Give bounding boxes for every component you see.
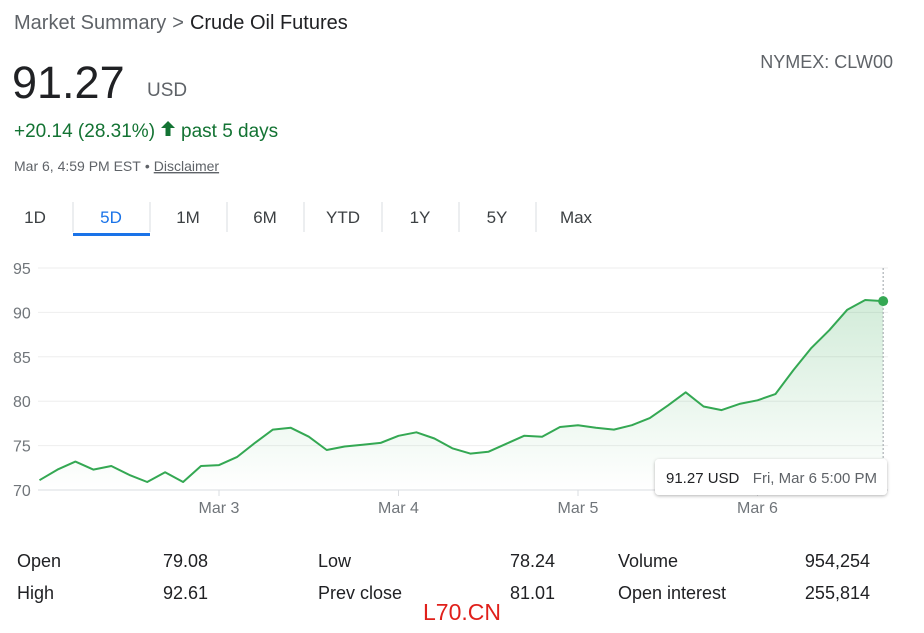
x-tick-label: Mar 3 [199,500,240,517]
y-tick-label: 75 [13,439,31,456]
selected-tab-underline [73,233,150,236]
stat-value: 255,814 [805,583,870,603]
price-area [39,300,884,490]
x-tick-label: Mar 5 [558,500,599,517]
range-tabs: 1D 5D 1M 6M YTD 1Y 5Y Max [24,202,593,236]
stats-table: Open 79.08 High 92.61 Low 78.24 Prev close 81.0… [17,551,870,603]
range-tab[interactable]: 1Y [410,208,431,227]
timestamp: Mar 6, 4:59 PM EST [14,158,141,174]
y-tick-label: 85 [13,350,31,367]
stat-label: Open [17,551,61,571]
breadcrumb: Market Summary > Crude Oil Futures [14,12,348,34]
stat-label: Prev close [318,583,402,603]
range-tab[interactable]: 6M [253,208,277,227]
tooltip: 91.27 USD Fri, Mar 6 5:00 PM [655,459,887,495]
watermark: L70.CN [423,599,501,625]
y-tick-label: 70 [13,483,31,500]
range-tab[interactable]: 5D [100,208,122,227]
price: 91.27 [12,57,125,108]
y-tick-label: 90 [13,305,31,322]
breadcrumb-parent[interactable]: Market Summary [14,12,166,34]
price-change: +20.14 (28.31%) [14,121,155,142]
last-point [878,296,889,307]
currency: USD [147,80,187,101]
stat-value: 954,254 [805,551,870,571]
y-tick-label: 95 [13,261,31,278]
stat-label: Low [318,551,352,571]
breadcrumb-separator: > [172,12,184,34]
tooltip-value: 91.27 USD [666,470,740,487]
stat-value: 92.61 [163,583,208,603]
range-tab[interactable]: 1D [24,208,46,227]
up-arrow-icon [161,121,176,136]
price-chart: 70 75 80 85 90 95 Mar 3 Mar 4 Mar 5 Mar 6 91.27 US… [13,261,889,517]
range-tab[interactable]: YTD [326,208,360,227]
y-tick-label: 80 [13,394,31,411]
stat-value: 81.01 [510,583,555,603]
disclaimer-link[interactable]: Disclaimer [154,158,220,174]
x-tick-label: Mar 4 [378,500,419,517]
breadcrumb-current: Crude Oil Futures [190,12,348,34]
bullet: • [145,158,150,174]
stat-value: 78.24 [510,551,555,571]
exchange-code: NYMEX: CLW00 [760,52,893,72]
tooltip-time: Fri, Mar 6 5:00 PM [753,470,877,487]
price-line [38,299,884,483]
range-tab[interactable]: 5Y [487,208,508,227]
range-tab[interactable]: 1M [176,208,200,227]
timestamp-line: Mar 6, 4:59 PM EST • Disclaimer [14,158,219,174]
range-tab[interactable]: Max [560,208,593,227]
x-tick-label: Mar 6 [737,500,778,517]
change-period: past 5 days [181,121,278,142]
stat-label: Open interest [618,583,726,603]
stat-label: Volume [618,551,678,571]
stat-value: 79.08 [163,551,208,571]
stat-label: High [17,583,54,603]
tooltip-box [655,459,887,495]
